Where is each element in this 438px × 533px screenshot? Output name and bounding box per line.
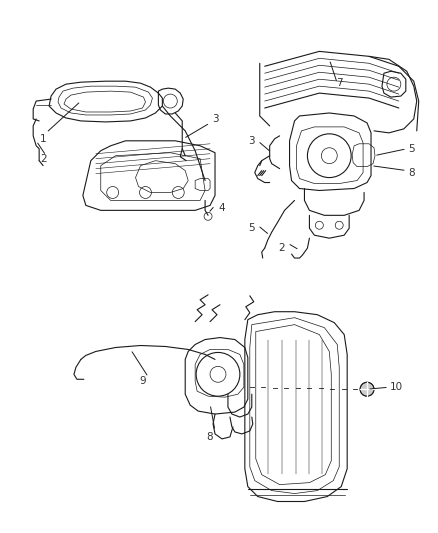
Text: 8: 8: [409, 167, 415, 177]
Text: 2: 2: [40, 154, 46, 164]
Text: 5: 5: [248, 223, 255, 233]
Text: 2: 2: [278, 243, 285, 253]
Text: 10: 10: [390, 382, 403, 392]
Text: 5: 5: [409, 144, 415, 154]
Text: 1: 1: [40, 134, 46, 144]
Text: 3: 3: [248, 136, 255, 146]
Text: 8: 8: [207, 432, 213, 442]
Text: 7: 7: [336, 78, 343, 88]
Text: 4: 4: [219, 204, 225, 213]
Text: 9: 9: [139, 376, 146, 386]
Circle shape: [360, 382, 374, 396]
Text: 3: 3: [212, 114, 218, 124]
